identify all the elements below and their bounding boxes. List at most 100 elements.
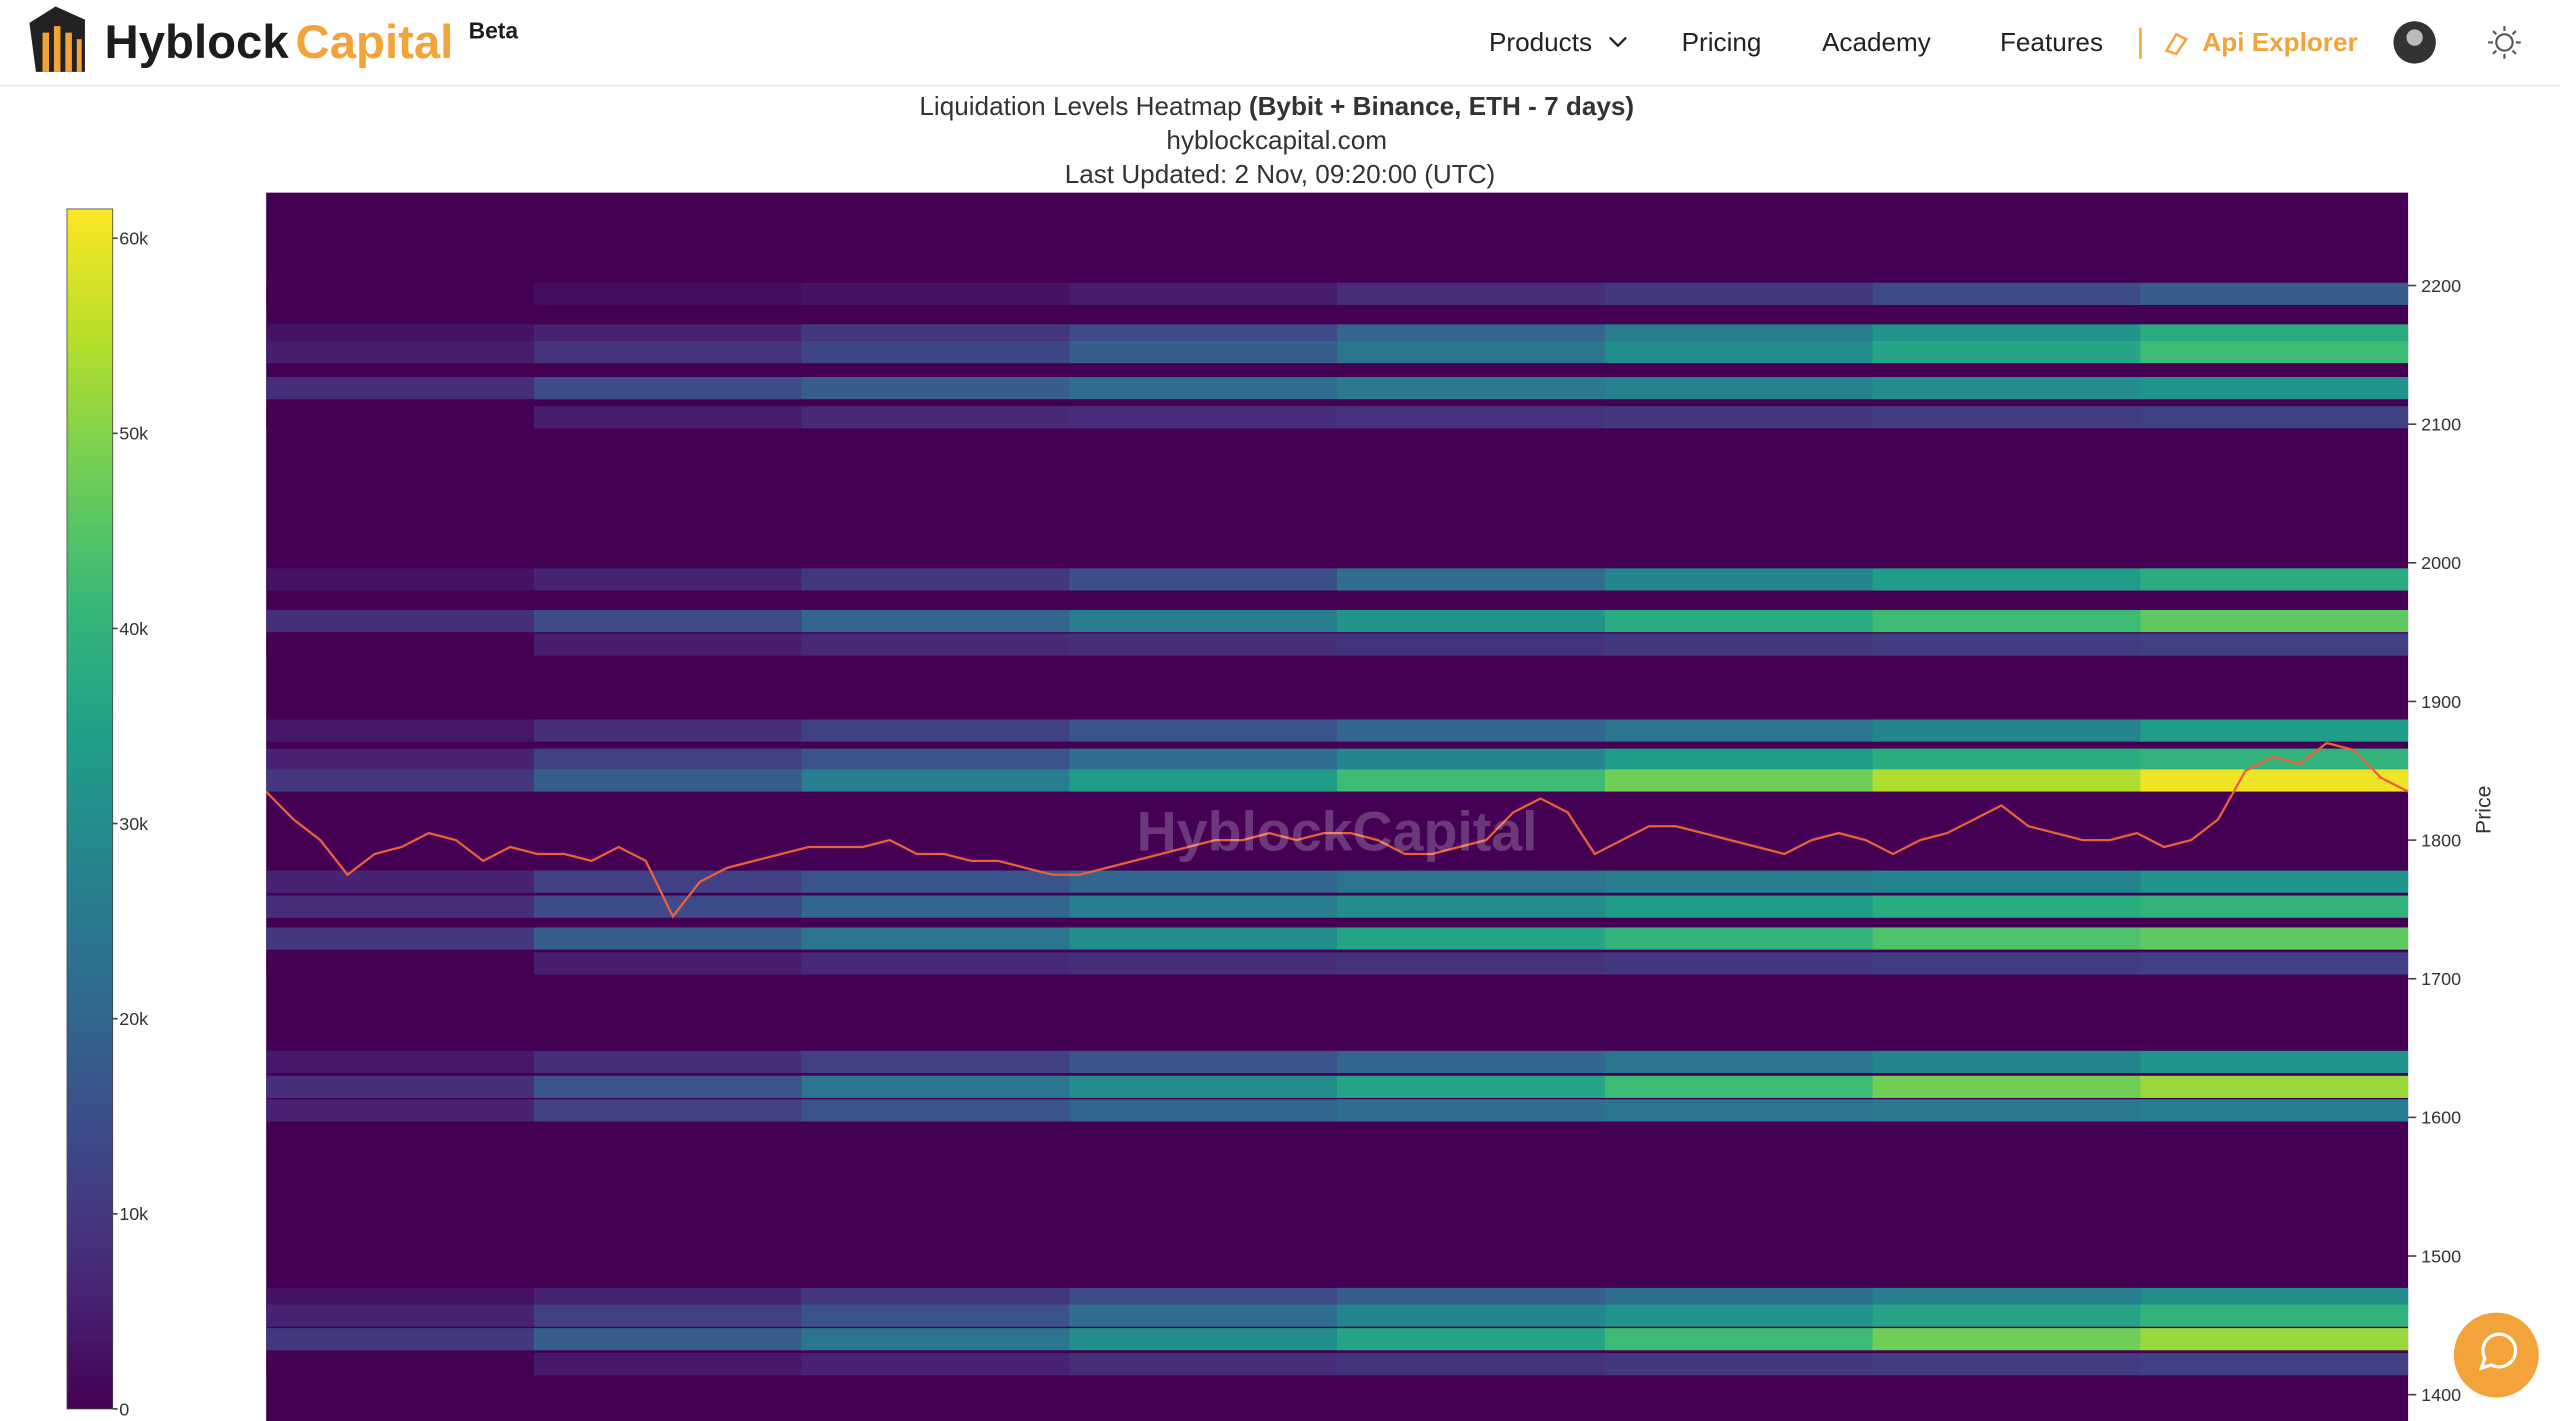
heat-cell <box>1069 324 1338 347</box>
heat-cell <box>2140 769 2409 792</box>
heat-cell <box>801 324 1071 347</box>
heat-cell <box>801 952 1071 975</box>
heat-cell <box>1069 377 1338 400</box>
heat-cell <box>1069 406 1338 429</box>
nav-link[interactable]: Features <box>2000 27 2103 57</box>
logo-icon <box>29 6 85 72</box>
heat-cell <box>1604 377 1874 400</box>
colorbar-tick-label: 0 <box>119 1399 129 1419</box>
heat-cell <box>1069 719 1338 742</box>
heat-cell <box>1872 324 2142 347</box>
heat-cell <box>1872 340 2142 364</box>
heat-cell <box>1604 1304 1874 1327</box>
heat-cell <box>1337 324 1606 347</box>
heat-cell <box>1604 748 1874 771</box>
heat-cell <box>1337 609 1606 633</box>
heat-cell <box>1337 340 1606 364</box>
heat-cell <box>2140 633 2409 656</box>
heat-cell <box>533 609 803 633</box>
heat-cell <box>266 568 535 591</box>
chat-button[interactable] <box>2453 1312 2539 1398</box>
heat-cell <box>266 748 535 771</box>
navbar <box>0 0 2560 85</box>
heat-cell <box>2140 1304 2409 1327</box>
heat-cell <box>801 633 1071 656</box>
heat-cell <box>1069 952 1338 975</box>
chart-title-text: Liquidation Levels Heatmap <box>919 91 1241 121</box>
y-tick-label: 1900 <box>2421 692 2461 712</box>
heat-cell <box>2140 952 2409 975</box>
heat-cell <box>1872 952 2142 975</box>
heat-cell <box>266 870 535 893</box>
heat-cell <box>533 952 803 975</box>
heat-cell <box>801 377 1071 400</box>
colorbar-tick-label: 10k <box>119 1204 148 1224</box>
heat-cell <box>1604 1050 1874 1074</box>
heat-cell <box>1337 406 1606 429</box>
heat-cell <box>1069 895 1338 918</box>
theme-toggle[interactable] <box>2488 26 2521 59</box>
nav-link[interactable]: Pricing <box>1682 27 1762 57</box>
heat-cell <box>533 406 803 429</box>
chart-updated: Last Updated: 2 Nov, 09:20:00 (UTC) <box>1065 159 1496 189</box>
y-tick-label: 1500 <box>2421 1246 2461 1266</box>
heat-cell <box>2140 609 2409 633</box>
heat-cell <box>1069 1328 1338 1351</box>
heat-cell <box>1872 1099 2142 1122</box>
heat-cell <box>801 719 1071 742</box>
heat-cell <box>533 282 803 305</box>
heat-cell <box>1604 340 1874 364</box>
beta-badge: Beta <box>469 18 519 44</box>
heat-cell <box>1604 719 1874 742</box>
heat-cell <box>1337 748 1606 771</box>
heat-cell <box>1069 748 1338 771</box>
heat-cell <box>266 609 535 633</box>
y-tick-label: 1700 <box>2421 969 2461 989</box>
heat-cell <box>801 1075 1071 1098</box>
nav-link[interactable]: Academy <box>1822 27 1931 57</box>
heat-cell <box>2140 1075 2409 1098</box>
heat-cell <box>2140 282 2409 305</box>
heat-cell <box>2140 1328 2409 1351</box>
heat-cell <box>533 1075 803 1098</box>
heat-cell <box>1872 609 2142 633</box>
colorbar-tick-label: 30k <box>119 814 148 834</box>
heat-cell <box>1872 927 2142 950</box>
heat-cell <box>266 1353 535 1376</box>
heat-cell <box>1872 1353 2142 1376</box>
heat-cell <box>1604 952 1874 975</box>
heat-cell <box>1604 609 1874 633</box>
heat-cell <box>266 340 535 364</box>
heat-cell <box>533 769 803 792</box>
heat-cell <box>1604 895 1874 918</box>
dropdown-caret[interactable] <box>1608 36 1627 48</box>
heat-cell <box>1337 377 1606 400</box>
heatmap <box>266 282 2409 1376</box>
heat-cell <box>1337 633 1606 656</box>
heat-cell <box>801 748 1071 771</box>
heat-cell <box>533 633 803 656</box>
heat-cell <box>1604 633 1874 656</box>
heat-cell <box>1337 282 1606 305</box>
heat-cell <box>801 609 1071 633</box>
heat-cell <box>1872 568 2142 591</box>
api-icon[interactable] <box>2164 32 2188 56</box>
heat-cell <box>1604 1353 1874 1376</box>
colorbar <box>66 208 114 1410</box>
heat-cell <box>801 870 1071 893</box>
heat-cell <box>1872 748 2142 771</box>
logo-text-accent[interactable]: Capital <box>296 16 454 69</box>
heat-cell <box>533 748 803 771</box>
y-tick-label: 2200 <box>2421 276 2461 296</box>
nav-link[interactable]: Api Explorer <box>2202 27 2357 57</box>
heat-cell <box>1604 406 1874 429</box>
heat-cell <box>533 1304 803 1327</box>
heat-cell <box>1069 609 1338 633</box>
heat-cell <box>533 324 803 347</box>
logo-text[interactable]: Hyblock <box>105 16 290 69</box>
nav-link[interactable]: Products <box>1489 27 1592 57</box>
heat-cell <box>1604 927 1874 950</box>
heat-cell <box>1604 282 1874 305</box>
heat-cell <box>1604 324 1874 347</box>
